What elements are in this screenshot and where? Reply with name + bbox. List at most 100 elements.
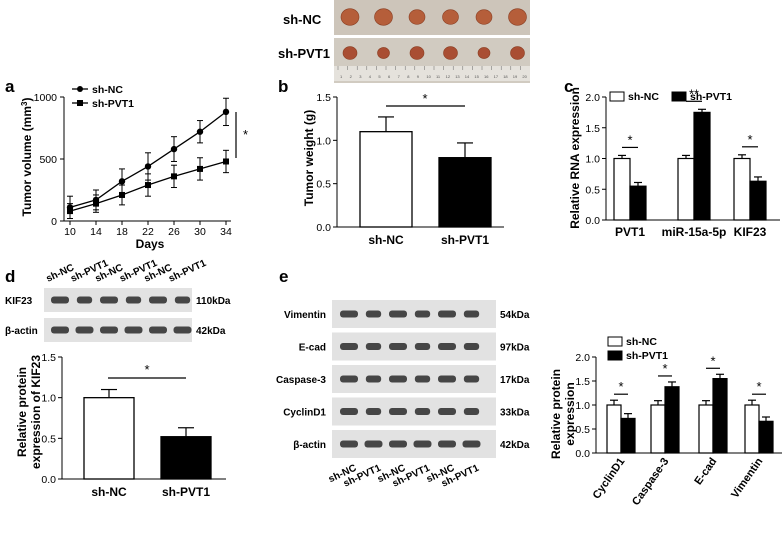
panel-a-point-sh-PVT1	[197, 165, 203, 172]
panel-c-bar-sh-PVT1-PVT1	[629, 185, 647, 221]
panel-e-band	[364, 440, 383, 448]
panel-e-significance-star: *	[618, 379, 623, 394]
panel-e-band	[413, 440, 432, 448]
panel-e-legend-swatch-sh-PVT1	[607, 350, 623, 361]
ruler-tick-label: 10	[426, 74, 431, 79]
panel-e-band	[365, 375, 382, 383]
panel-d-bar-sh-PVT1	[160, 436, 212, 480]
panel-a-point-sh-PVT1	[171, 173, 177, 180]
panel-letter-e: e	[279, 267, 288, 286]
panel-c-y-tick-label: 0.0	[585, 215, 600, 227]
panel-a-point-sh-PVT1	[93, 200, 99, 207]
panel-e-row-size: 54kDa	[500, 310, 530, 321]
panel-a-ylabel-sup: 3	[20, 101, 29, 106]
panel-e-bar-sh-NC-CyclinD1	[606, 404, 622, 454]
panel-e-bar-sh-NC-Caspase-3	[650, 404, 666, 454]
panel-a-point-sh-NC	[196, 128, 204, 135]
panel-d-band	[75, 326, 94, 334]
panel-c-bar-sh-PVT1-miR-15a-5p	[693, 111, 711, 221]
panel-e-band	[438, 310, 456, 318]
ruler-tick-label: 8	[407, 74, 410, 79]
panel-a: a Tumor volume (mm3) Days 0 500 1000 10 14 18…	[5, 77, 248, 251]
panel-e-band	[438, 440, 456, 448]
panel-e-y-tick-label: 1.0	[575, 400, 590, 412]
panel-c-legend-swatch-sh-NC	[609, 91, 625, 102]
panel-c-y-tick-label: 1.0	[585, 154, 600, 166]
panel-e-bar-sh-PVT1-Caspase-3	[664, 386, 680, 454]
panel-b: b Tumor weight (g) 0.0 0.5 1.0 1.5 sh-NC sh-P…	[278, 77, 504, 247]
panel-d-band	[124, 326, 143, 334]
tumor-sample-sh-nc-5	[475, 9, 493, 25]
panel-e: e sh-NCsh-PVT1sh-NCsh-PVT1sh-NCsh-PVT1Vi…	[276, 267, 782, 508]
panel-a-y-tick-label: 500	[39, 154, 57, 166]
ruler-tick-label: 14	[465, 74, 470, 79]
panel-e-significance-star: *	[756, 379, 761, 394]
panel-d-y-tick-label: 1.5	[41, 352, 56, 364]
panel-c-bar-sh-NC-miR-15a-5p	[677, 157, 695, 221]
panel-d-y-tick-label: 0.0	[41, 474, 56, 486]
panel-d-x-label: sh-PVT1	[162, 485, 210, 499]
tumor-sample-sh-nc-4	[442, 9, 459, 25]
panel-e-band	[389, 375, 407, 383]
tumor-sample-sh-pvt1-1	[342, 46, 358, 60]
panel-e-row-name: CyclinD1	[283, 408, 326, 419]
panel-c-x-label: miR-15a-5p	[662, 225, 727, 239]
tumor-sample-sh-pvt1-2	[377, 47, 390, 59]
tumor-sample-sh-nc-2	[374, 8, 393, 26]
ruler-tick-label: 15	[474, 74, 479, 79]
panel-a-point-sh-NC	[170, 145, 178, 153]
ruler-tick-label: 2	[350, 74, 353, 79]
ruler-tick-label: 17	[494, 74, 499, 79]
panel-c-ylabel: Relative RNA expression	[568, 87, 582, 229]
panel-c-bar-sh-NC-PVT1	[613, 157, 631, 221]
panel-e-row-size: 17kDa	[500, 375, 530, 386]
panel-e-x-label: E-cad	[692, 456, 719, 487]
ruler-tick-label: 20	[522, 74, 527, 79]
panel-e-band	[438, 375, 456, 383]
panel-e-ylabel-line1: Relative protein	[549, 369, 563, 459]
panel-a-legend-marker	[77, 100, 83, 106]
panel-c-x-label: KIF23	[734, 225, 767, 239]
panel-d-lane-label: sh-PVT1	[167, 258, 208, 285]
panel-b-significance-star: *	[422, 91, 427, 106]
panel-e-y-tick-label: 0.5	[575, 424, 590, 436]
panel-b-y-tick-label: 1.0	[316, 135, 331, 147]
panel-e-row-name: E-cad	[299, 343, 326, 354]
panel-e-bar-sh-PVT1-E-cad	[712, 378, 728, 454]
panel-e-bar-sh-PVT1-CyclinD1	[620, 417, 636, 454]
panel-d-row-size: 42kDa	[196, 326, 226, 337]
panel-a-y-tick-label: 0	[51, 216, 57, 228]
panel-d-row-name: β-actin	[5, 326, 38, 337]
photo-label-sh-pvt1: sh-PVT1	[278, 46, 330, 61]
panel-c-legend-label: sh-NC	[628, 91, 659, 103]
panel-d-band	[76, 296, 93, 304]
panel-e-ylabel-line2: expression	[563, 382, 577, 445]
panel-a-legend-label: sh-NC	[92, 84, 123, 96]
panel-c-bar-sh-NC-KIF23	[733, 157, 751, 221]
panel-e-band	[389, 408, 407, 415]
panel-e-band	[340, 440, 358, 448]
panel-e-row-size: 33kDa	[500, 408, 530, 419]
panel-a-point-sh-NC	[144, 163, 152, 170]
panel-b-ylabel: Tumor weight (g)	[302, 110, 316, 206]
panel-c-legend-swatch-sh-PVT1	[671, 91, 687, 102]
panel-d-band	[100, 296, 118, 304]
panel-e-row-name: Caspase-3	[276, 375, 326, 386]
panel-a-xlabel: Days	[136, 237, 165, 251]
panel-e-band	[340, 343, 358, 350]
panel-d-band	[51, 296, 69, 304]
panel-a-point-sh-PVT1	[67, 208, 73, 215]
panel-a-ylabel: Tumor volume (mm3)	[20, 98, 34, 217]
panel-c-legend-label: sh-PVT1	[690, 91, 732, 103]
panel-letter-a: a	[5, 77, 15, 96]
ruler-tick-label: 7	[398, 74, 401, 79]
panel-d-x-label: sh-NC	[91, 485, 127, 499]
panel-a-x-tick-label: 10	[64, 226, 76, 238]
panel-b-y-tick-label: 0.0	[316, 222, 331, 234]
panel-e-row-name: Vimentin	[284, 310, 326, 321]
panel-e-band	[462, 440, 481, 448]
panel-letter-c: c	[564, 77, 573, 96]
panel-d-y-tick-label: 1.0	[41, 393, 56, 405]
panel-e-band	[414, 375, 431, 383]
panel-a-x-tick-label: 26	[168, 226, 180, 238]
